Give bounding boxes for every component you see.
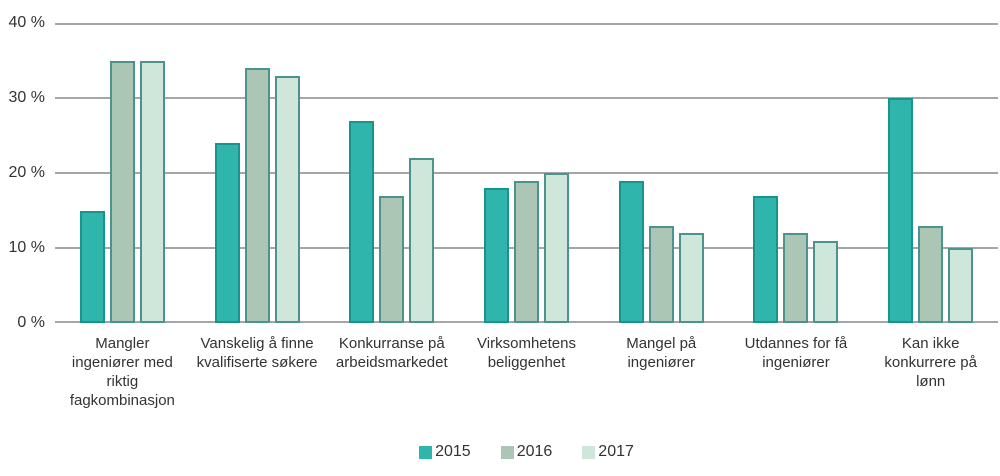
bar-2016 <box>379 195 405 323</box>
bar-group-6 <box>729 23 864 323</box>
legend-swatch-icon <box>500 445 514 459</box>
bar-2016 <box>918 225 944 323</box>
x-axis-label: Virksomhetens beliggenhet <box>477 335 576 371</box>
bar-group-5 <box>594 23 729 323</box>
gridline-30 <box>55 97 998 99</box>
legend: 2015 2016 2017 <box>55 443 998 461</box>
legend-item-2016: 2016 <box>500 443 553 461</box>
x-axis-label: Kan ikke konkurrere på lønn <box>884 335 977 390</box>
bar-2017 <box>139 60 165 323</box>
bar-2016 <box>648 225 674 323</box>
bar-group-7 <box>863 23 998 323</box>
y-tick-label: 0 % <box>17 314 45 331</box>
bar-groups <box>55 23 998 323</box>
plot-area <box>55 23 998 323</box>
legend-label: 2015 <box>435 443 471 460</box>
legend-label: 2016 <box>516 443 553 460</box>
y-tick-label: 40 % <box>8 14 45 31</box>
bar-2017 <box>678 233 704 323</box>
x-label-slot: Mangler ingeniører med riktig fagkombina… <box>55 334 190 410</box>
bar-group-3 <box>324 23 459 323</box>
bar-2015 <box>484 188 510 323</box>
legend-swatch-icon <box>419 445 433 459</box>
bar-group-2 <box>190 23 325 323</box>
bar-2016 <box>514 180 540 323</box>
x-axis-labels: Mangler ingeniører med riktig fagkombina… <box>55 334 998 410</box>
x-label-slot: Konkurranse på arbeidsmarkedet <box>324 334 459 410</box>
bar-2017 <box>813 240 839 323</box>
bar-2016 <box>244 68 270 323</box>
bar-2015 <box>753 195 779 323</box>
bar-2015 <box>214 143 240 323</box>
y-tick-label: 10 % <box>8 239 45 256</box>
x-label-slot: Vanskelig å finne kvalifiserte søkere <box>190 334 325 410</box>
legend-swatch-icon <box>582 445 596 459</box>
legend-item-2017: 2017 <box>582 443 634 461</box>
bar-2017 <box>274 75 300 323</box>
bar-2016 <box>109 60 135 323</box>
bar-2017 <box>948 248 974 323</box>
x-axis-label: Mangel på ingeniører <box>626 335 697 371</box>
bar-2015 <box>79 210 105 323</box>
x-axis-label: Mangler ingeniører med riktig fagkombina… <box>69 335 175 409</box>
x-label-slot: Utdannes for få ingeniører <box>729 334 864 410</box>
bar-2015 <box>888 98 914 323</box>
bar-2016 <box>783 233 809 323</box>
x-label-slot: Kan ikke konkurrere på lønn <box>863 334 998 410</box>
gridline-20 <box>55 172 998 174</box>
x-axis-label: Utdannes for få ingeniører <box>744 335 848 371</box>
bar-2015 <box>618 180 644 323</box>
x-axis-label: Konkurranse på arbeidsmarkedet <box>335 335 448 371</box>
bar-group-1 <box>55 23 190 323</box>
y-tick-label: 30 % <box>8 89 45 106</box>
bar-group-4 <box>459 23 594 323</box>
bar-2015 <box>349 120 375 323</box>
x-label-slot: Virksomhetens beliggenhet <box>459 334 594 410</box>
gridline-40 <box>55 23 998 25</box>
x-axis-label: Vanskelig å finne kvalifiserte søkere <box>196 335 318 371</box>
legend-item-2015: 2015 <box>419 443 471 461</box>
legend-label: 2017 <box>598 443 634 460</box>
bar-2017 <box>544 173 570 323</box>
x-label-slot: Mangel på ingeniører <box>594 334 729 410</box>
y-tick-label: 20 % <box>8 164 45 181</box>
bar-2017 <box>409 158 435 323</box>
